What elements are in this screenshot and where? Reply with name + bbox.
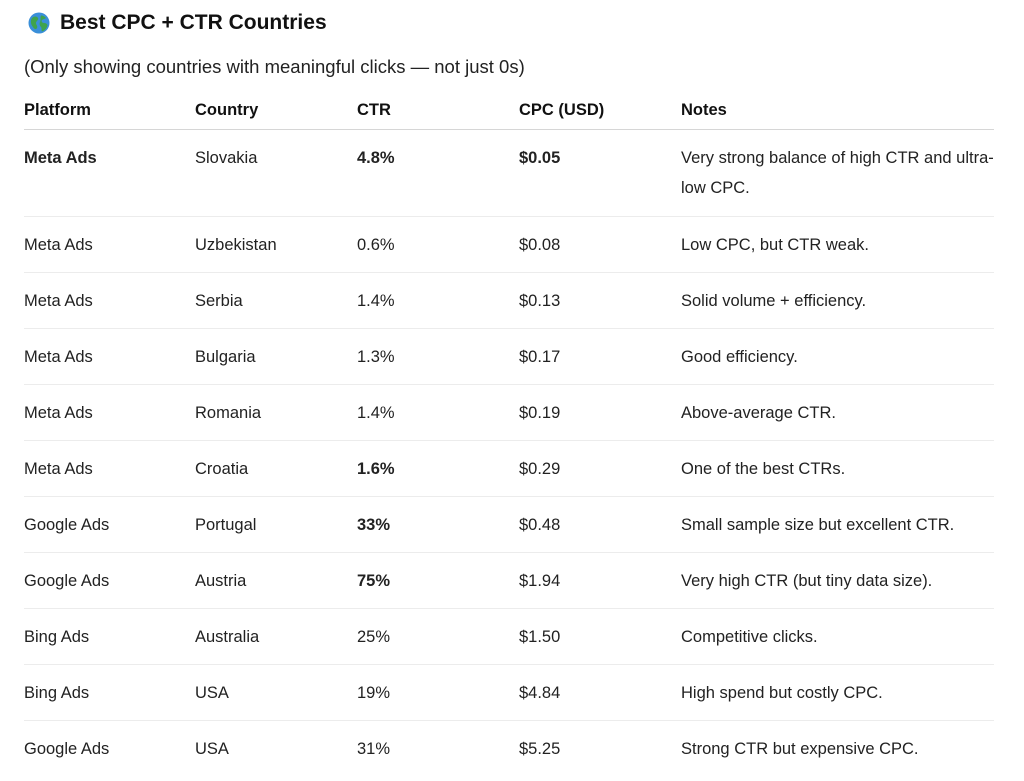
page-title: Best CPC + CTR Countries [60, 11, 327, 34]
cell-platform: Google Ads [24, 496, 195, 553]
cell-notes: Very strong balance of high CTR and ultr… [681, 129, 994, 217]
header-ctr: CTR [357, 92, 519, 130]
cell-notes: One of the best CTRs. [681, 440, 994, 497]
cell-notes: Above-average CTR. [681, 384, 994, 441]
cell-platform: Bing Ads [24, 664, 195, 721]
cell-country: USA [195, 664, 357, 721]
cell-notes: High spend but costly CPC. [681, 664, 994, 721]
cell-cpc: $0.48 [519, 496, 681, 553]
cell-cpc: $4.84 [519, 664, 681, 721]
table-row: Meta Ads Croatia 1.6% $0.29 One of the b… [24, 440, 994, 497]
header-notes: Notes [681, 92, 994, 130]
cell-ctr: 33% [357, 496, 519, 553]
countries-table: Platform Country CTR CPC (USD) Notes Met… [24, 92, 994, 777]
table-row: Google Ads Portugal 33% $0.48 Small samp… [24, 496, 994, 553]
cell-platform: Meta Ads [24, 328, 195, 385]
cell-country: Slovakia [195, 129, 357, 217]
table-row: Google Ads USA 31% $5.25 Strong CTR but … [24, 721, 994, 777]
table-header-row: Platform Country CTR CPC (USD) Notes [24, 92, 994, 130]
table-row: Meta Ads Uzbekistan 0.6% $0.08 Low CPC, … [24, 216, 994, 273]
cell-ctr: 0.6% [357, 216, 519, 273]
cell-ctr: 1.4% [357, 384, 519, 441]
globe-icon [28, 12, 50, 34]
cell-ctr: 1.3% [357, 328, 519, 385]
cell-notes: Very high CTR (but tiny data size). [681, 552, 994, 609]
subtitle-note: (Only showing countries with meaningful … [24, 56, 525, 77]
cell-ctr: 4.8% [357, 129, 519, 217]
cell-notes: Strong CTR but expensive CPC. [681, 740, 919, 758]
table-row: Google Ads Austria 75% $1.94 Very high C… [24, 552, 994, 609]
table-row: Meta Ads Slovakia 4.8% $0.05 Very strong… [24, 129, 994, 217]
table-row: Meta Ads Romania 1.4% $0.19 Above-averag… [24, 384, 994, 441]
cell-platform: Google Ads [24, 740, 110, 758]
cell-ctr: 1.4% [357, 272, 519, 329]
cell-platform: Bing Ads [24, 608, 195, 665]
cell-ctr: 19% [357, 664, 519, 721]
cell-cpc: $0.29 [519, 440, 681, 497]
cell-ctr: 1.6% [357, 440, 519, 497]
table-row: Bing Ads Australia 25% $1.50 Competitive… [24, 608, 994, 665]
cell-country: Serbia [195, 272, 357, 329]
cell-country: Bulgaria [195, 328, 357, 385]
cell-cpc: $1.94 [519, 552, 681, 609]
cell-ctr: 75% [357, 552, 519, 609]
cell-cpc: $5.25 [519, 740, 561, 758]
cell-cpc: $0.05 [519, 129, 681, 217]
cell-notes: Good efficiency. [681, 328, 994, 385]
cell-notes: Small sample size but excellent CTR. [681, 496, 994, 553]
cell-cpc: $0.19 [519, 384, 681, 441]
header-country: Country [195, 92, 357, 130]
cell-country: Croatia [195, 440, 357, 497]
cell-country: Austria [195, 552, 357, 609]
cell-country: Portugal [195, 496, 357, 553]
table-row: Meta Ads Serbia 1.4% $0.13 Solid volume … [24, 272, 994, 329]
table-row: Bing Ads USA 19% $4.84 High spend but co… [24, 664, 994, 721]
header-platform: Platform [24, 92, 195, 130]
cell-country: Romania [195, 384, 357, 441]
cell-cpc: $0.08 [519, 216, 681, 273]
cell-ctr: 31% [357, 740, 391, 758]
cell-platform: Meta Ads [24, 129, 195, 217]
cell-platform: Google Ads [24, 552, 195, 609]
cell-country: Australia [195, 608, 357, 665]
cell-cpc: $0.13 [519, 272, 681, 329]
cell-notes: Solid volume + efficiency. [681, 272, 994, 329]
cell-cpc: $0.17 [519, 328, 681, 385]
header-cpc: CPC (USD) [519, 92, 681, 130]
cell-cpc: $1.50 [519, 608, 681, 665]
cell-country: Uzbekistan [195, 216, 357, 273]
cell-notes: Low CPC, but CTR weak. [681, 216, 994, 273]
table-row: Meta Ads Bulgaria 1.3% $0.17 Good effici… [24, 328, 994, 385]
cell-notes: Competitive clicks. [681, 608, 994, 665]
section-heading: Best CPC + CTR Countries [28, 8, 327, 38]
cell-platform: Meta Ads [24, 272, 195, 329]
cell-platform: Meta Ads [24, 440, 195, 497]
cell-ctr: 25% [357, 608, 519, 665]
cell-platform: Meta Ads [24, 216, 195, 273]
cell-platform: Meta Ads [24, 384, 195, 441]
cell-country: USA [195, 740, 229, 758]
